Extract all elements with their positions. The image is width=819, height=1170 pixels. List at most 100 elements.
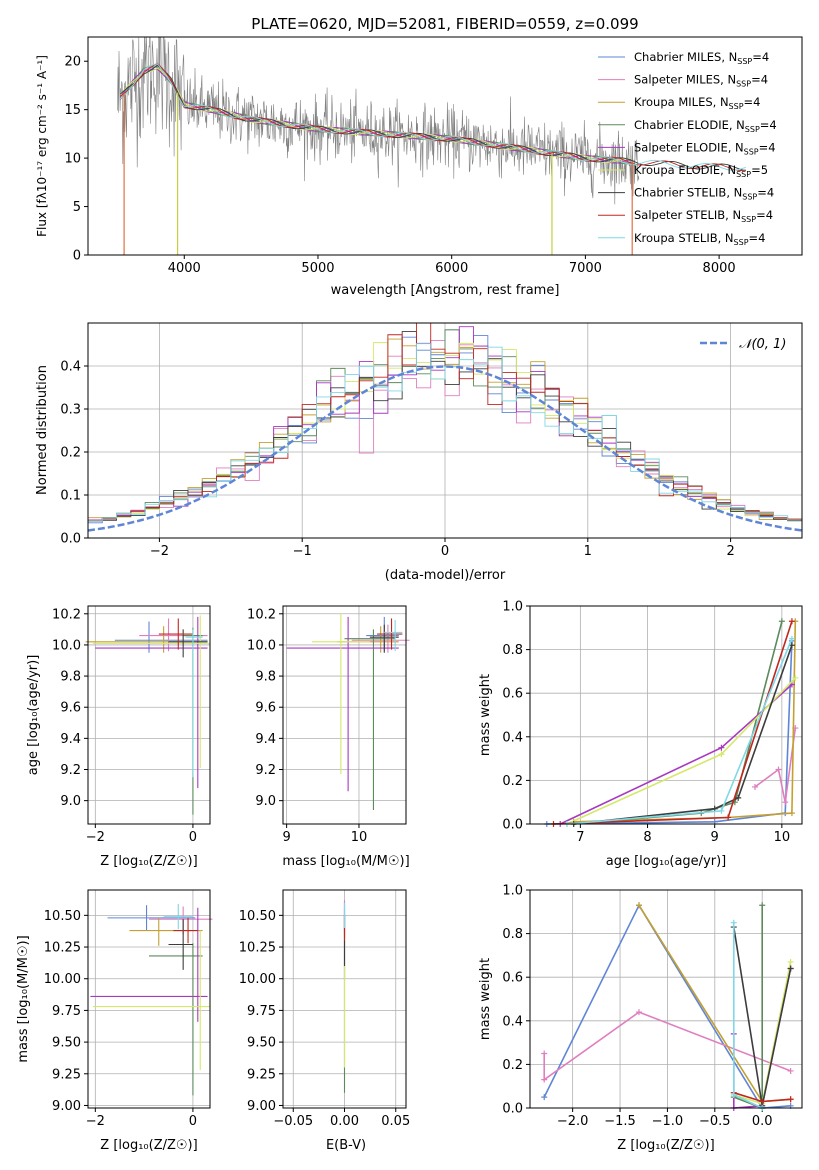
weight-marker — [778, 618, 785, 625]
legend-label: Kroupa ELODIE, NSSP=5 — [634, 163, 768, 179]
y-tick-label: 9.4 — [255, 732, 276, 747]
y-tick-label: 0 — [73, 249, 81, 264]
x-tick-label: −1.0 — [652, 1114, 684, 1129]
y-tick-label: 9.6 — [60, 701, 81, 716]
y-tick-label: 0.0 — [60, 532, 81, 547]
x-tick-label: 0.05 — [381, 1114, 410, 1129]
legend-label-sub: SSP — [742, 193, 757, 202]
mass-z-ylabel: mass [log₁₀(M/M☉)] — [16, 935, 31, 1062]
age-mass-xlabel: mass [log₁₀(M/M☉)] — [282, 854, 409, 869]
legend-label-main: Chabrier ELODIE, N — [634, 118, 745, 132]
weight-line — [573, 644, 793, 825]
y-tick-label: 10 — [64, 152, 81, 167]
y-tick-label: 9.0 — [60, 794, 81, 809]
x-tick-label: 9 — [282, 830, 290, 845]
y-tick-label: 9.75 — [247, 1004, 276, 1019]
legend-label: Salpeter ELODIE, NSSP=4 — [634, 140, 776, 156]
gaussian-legend-label: 𝒩(0, 1) — [739, 337, 786, 352]
weight-marker — [541, 1094, 548, 1101]
legend-label: Salpeter MILES, NSSP=4 — [634, 73, 768, 89]
y-tick-label: 0.3 — [60, 403, 81, 418]
y-tick-label: 9.75 — [52, 1004, 81, 1019]
spectrum-series-group — [117, 37, 746, 255]
weight-marker — [787, 965, 794, 972]
y-tick-label: 9.00 — [52, 1099, 81, 1114]
x-tick-label: −2 — [86, 1114, 105, 1129]
y-tick-label: 10.00 — [239, 972, 276, 987]
y-tick-label: 10.25 — [239, 941, 276, 956]
legend-label-sub: SSP — [734, 238, 749, 247]
residual-panel: −2 −1 0 1 2 0.0 0.1 0.2 0.3 0.4 (data-model)/erro… — [35, 322, 803, 583]
weight-age-xlabel: age [log₁₀(age/yr)] — [606, 854, 727, 869]
legend-label-main: Salpeter ELODIE, N — [634, 140, 744, 154]
x-tick-label: −0.5 — [699, 1114, 731, 1129]
mass-z-xlabel: Z [log₁₀(Z/Z☉)] — [100, 1138, 197, 1153]
mass-vs-metallicity-panel: −2 0 9.00 9.25 9.50 9.75 10.00 10.25 10.50 Z [lo… — [16, 889, 213, 1153]
weight-marker — [718, 744, 725, 751]
x-tick-label: −1.5 — [604, 1114, 636, 1129]
x-tick-label: 1 — [584, 544, 592, 559]
weight-marker — [730, 1091, 737, 1098]
gaussian-curve — [88, 365, 802, 532]
legend-label: Chabrier STELIB, NSSP=4 — [634, 186, 774, 202]
y-tick-label: 0.8 — [502, 643, 523, 658]
y-tick-label: 10.0 — [247, 638, 276, 653]
x-tick-label: 6000 — [435, 261, 468, 276]
y-tick-label: 0.2 — [502, 774, 523, 789]
y-tick-label: 10.0 — [52, 638, 81, 653]
y-tick-label: 9.00 — [247, 1099, 276, 1114]
y-tick-label: 10.25 — [44, 941, 81, 956]
spectrum-panel: 4000 5000 6000 7000 8000 0 5 10 15 20 wavelength … — [35, 36, 803, 298]
x-tick-label: −1 — [293, 544, 312, 559]
x-tick-label: 7000 — [569, 261, 602, 276]
y-tick-label: 10.50 — [239, 909, 276, 924]
x-tick-label: 0 — [189, 1114, 197, 1129]
residual-frame — [87, 322, 803, 539]
weight-line — [754, 727, 797, 803]
weight-marker — [635, 1009, 642, 1016]
y-tick-label: 0.4 — [60, 360, 81, 375]
y-tick-label: 1.0 — [502, 600, 523, 615]
weight-marker — [782, 799, 789, 806]
y-tick-label: 0.4 — [502, 730, 523, 745]
y-tick-label: 9.6 — [255, 701, 276, 716]
weight-age-ylabel: mass weight — [478, 674, 493, 756]
y-tick-label: 9.2 — [255, 763, 276, 778]
legend-label-tail: =4 — [759, 140, 776, 154]
weight-marker — [759, 902, 766, 909]
y-tick-label: 9.50 — [247, 1036, 276, 1051]
legend-label: Kroupa STELIB, NSSP=4 — [634, 231, 765, 247]
legend-label-sub: SSP — [744, 147, 759, 156]
weight-marker — [718, 751, 725, 758]
y-tick-label: 0.1 — [60, 489, 81, 504]
x-tick-label: −2.0 — [557, 1114, 589, 1129]
spectrum-model-line — [119, 64, 746, 172]
x-tick-label: 10 — [774, 830, 791, 845]
spectrum-model-line — [119, 63, 746, 171]
weight-marker — [541, 1050, 548, 1057]
y-tick-label: 0.4 — [502, 1014, 523, 1029]
y-tick-label: 9.50 — [52, 1036, 81, 1051]
y-tick-label: 9.25 — [247, 1067, 276, 1082]
spectrum-frame — [87, 36, 803, 256]
weight-line — [546, 640, 793, 825]
x-tick-label: 8 — [643, 830, 651, 845]
legend-label-tail: =5 — [751, 163, 768, 177]
legend-label: Chabrier ELODIE, NSSP=4 — [634, 118, 777, 134]
y-tick-label: 9.0 — [255, 794, 276, 809]
legend-label: Kroupa MILES, NSSP=4 — [634, 95, 760, 111]
weight-marker — [759, 1098, 766, 1105]
weight-z-ylabel: mass weight — [478, 958, 493, 1040]
y-tick-label: 0.0 — [502, 818, 523, 833]
residual-xlabel: (data-model)/error — [385, 568, 506, 583]
residual-ylabel: Normed distribution — [35, 365, 50, 495]
y-tick-label: 0.2 — [60, 446, 81, 461]
weight-vs-age-panel: 7 8 9 10 0.0 0.2 0.4 0.6 0.8 1.0 age [log₁₀(age/y… — [478, 600, 803, 869]
weight-line — [573, 621, 797, 823]
legend-label-main: Salpeter MILES, N — [634, 73, 736, 87]
legend-label-main: Kroupa STELIB, N — [634, 231, 734, 245]
y-tick-label: 15 — [64, 103, 81, 118]
weight-marker — [725, 814, 732, 821]
